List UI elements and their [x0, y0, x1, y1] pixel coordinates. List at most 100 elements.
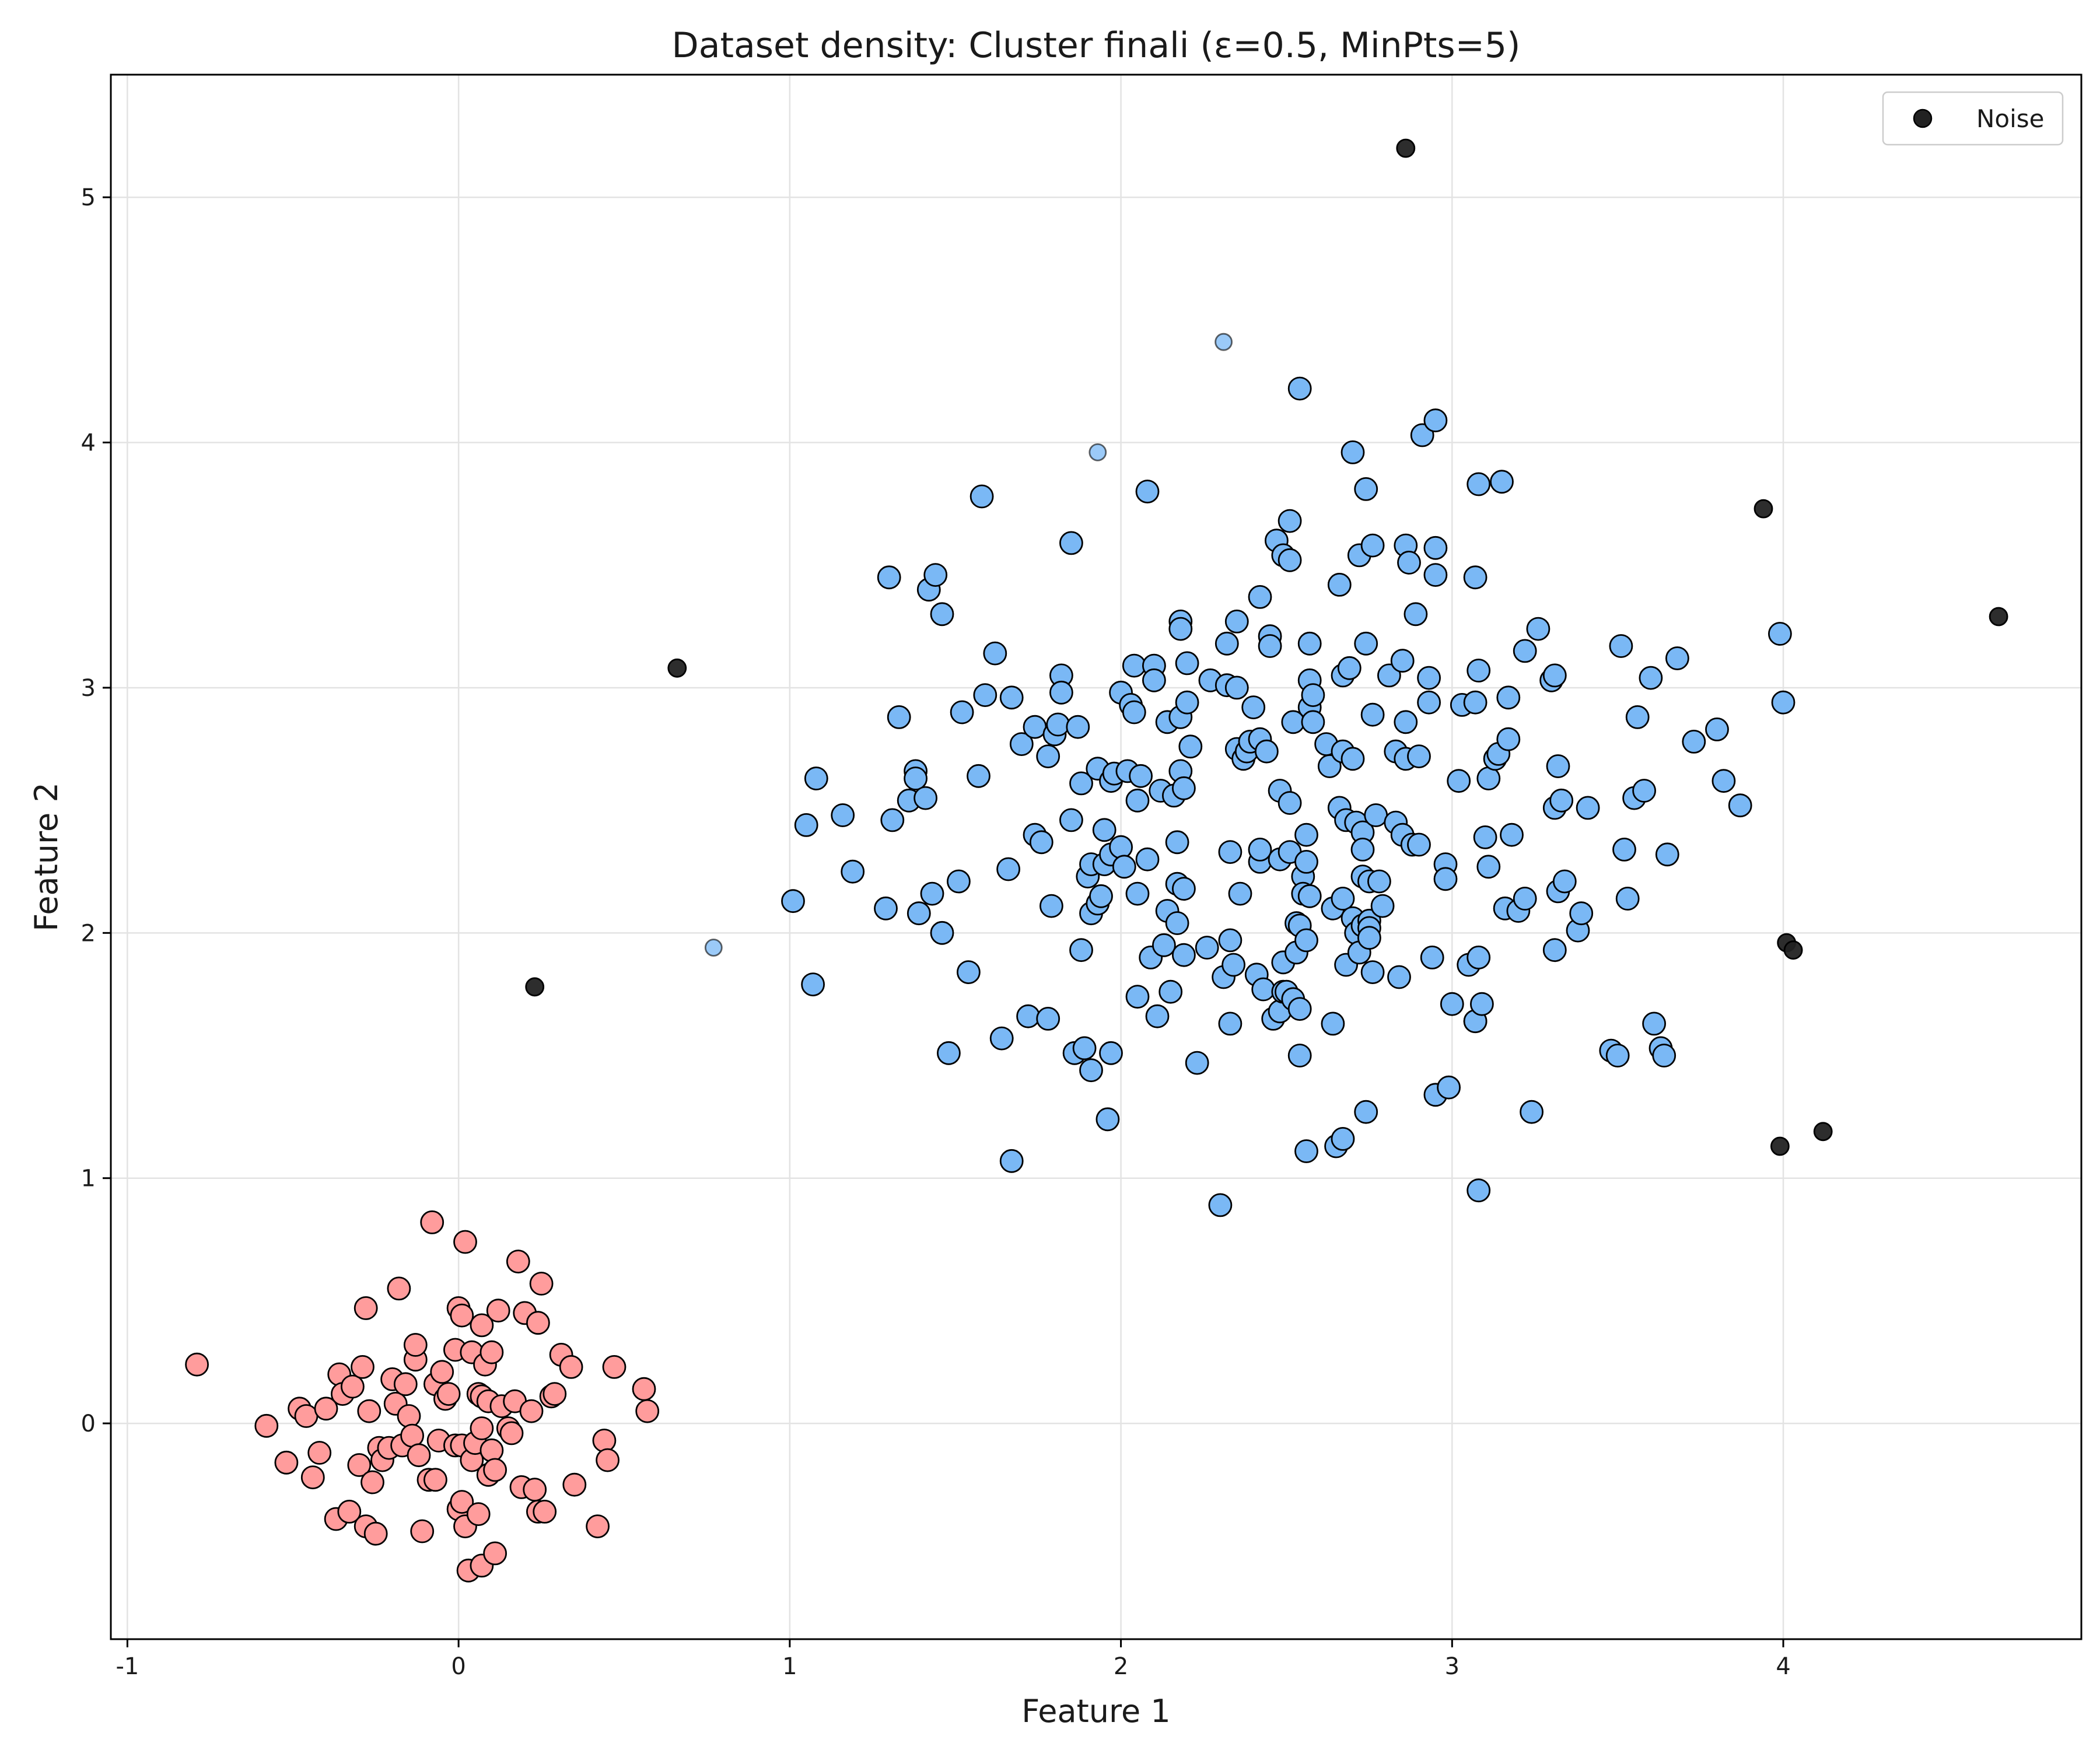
cluster-1-point	[1652, 1044, 1676, 1068]
cluster-1-point	[1287, 1044, 1312, 1068]
cluster-0-point	[559, 1354, 583, 1379]
cluster-1-point	[1357, 926, 1381, 950]
cluster-1-point	[1500, 822, 1524, 847]
cluster-1-point	[1642, 1012, 1667, 1036]
cluster-1-point	[1496, 685, 1521, 710]
cluster-1-point	[1059, 531, 1083, 555]
cluster-1-point	[880, 808, 905, 832]
cluster-1-point	[1340, 747, 1365, 771]
cluster-0-point	[436, 1382, 461, 1406]
cluster-1-point	[1404, 602, 1428, 626]
x-tick-label: -1	[116, 1653, 139, 1680]
y-tick-label: 2	[81, 920, 96, 947]
cluster-1-point	[1297, 631, 1322, 656]
cluster-1-point	[914, 786, 937, 810]
cluster-0-point	[483, 1458, 507, 1482]
cluster-1-point	[877, 565, 901, 590]
cluster-0-point	[407, 1443, 431, 1468]
cluster-1-point	[1331, 887, 1355, 911]
cluster-1-point	[907, 901, 931, 926]
cluster-1-point	[1099, 1041, 1123, 1065]
cluster-0-point	[480, 1340, 504, 1364]
cluster-0-point	[486, 1298, 510, 1323]
cluster-0-point	[526, 1311, 550, 1335]
cluster-1-point	[1440, 992, 1464, 1016]
cluster-0-point	[307, 1441, 332, 1465]
cluster-1-point	[1407, 832, 1431, 857]
cluster-1-point	[1417, 666, 1441, 690]
y-axis-label: Feature 2	[28, 782, 65, 932]
cluster-1-point	[1705, 718, 1729, 741]
cluster-1-point	[1569, 901, 1594, 926]
cluster-1-point	[937, 1041, 961, 1065]
cluster-1-point	[1360, 702, 1385, 727]
cluster-1-point	[1049, 680, 1073, 705]
cluster-0-point	[294, 1404, 318, 1428]
cluster-1-point	[1655, 842, 1679, 867]
cluster-1-point	[1420, 946, 1444, 970]
cluster-1-point	[1172, 877, 1196, 901]
cluster-1-point	[1096, 1107, 1120, 1132]
cluster-0-point	[337, 1499, 362, 1524]
axis-ticks: -1 0 1 2 3 4 0 1 2 3 4 5	[81, 184, 1791, 1680]
cluster-0-point	[499, 1421, 524, 1446]
y-tick-label: 1	[81, 1166, 96, 1192]
y-tick-label: 4	[81, 430, 96, 457]
cluster-1-point	[989, 1026, 1014, 1051]
cluster-1-point	[1712, 769, 1736, 793]
cluster-1-point	[970, 484, 994, 509]
cluster-1-point	[1016, 1004, 1040, 1028]
cluster-0-point	[430, 1360, 454, 1384]
cluster-1-point	[1158, 979, 1183, 1004]
legend-label-noise: Noise	[1976, 104, 2045, 133]
cluster-1-point	[1072, 1036, 1097, 1060]
x-tick-label: 3	[1445, 1653, 1460, 1680]
cluster-1-point	[1195, 936, 1219, 960]
cluster-1-point	[1390, 649, 1415, 673]
cluster-0-point	[347, 1453, 372, 1477]
cluster-1-point	[1367, 869, 1391, 894]
cluster-1-point	[1407, 744, 1431, 768]
cluster-1-point	[1208, 1193, 1233, 1217]
cluster-1-point	[1301, 683, 1325, 707]
cluster-1-point	[1029, 830, 1054, 855]
cluster-1-point	[1397, 551, 1421, 575]
cluster-1-point	[1612, 838, 1636, 862]
cluster-0-point	[387, 1276, 411, 1301]
legend-marker-noise	[1913, 108, 1933, 128]
cluster-1-point	[1224, 676, 1249, 700]
cluster-0-point	[592, 1429, 617, 1452]
cluster-1-point	[1066, 715, 1090, 739]
cluster-1-point	[1605, 1044, 1630, 1068]
cluster-1-point	[1142, 668, 1166, 692]
cluster-1-point	[1360, 533, 1385, 558]
cluster-1-point	[1278, 548, 1302, 572]
cluster-1-point	[1248, 838, 1272, 862]
cluster-2-point	[704, 939, 723, 957]
legend: Noise	[1882, 91, 2064, 146]
cluster-1-point	[1301, 710, 1325, 734]
cluster-1-point	[1294, 822, 1318, 847]
cluster-1-point	[874, 896, 898, 921]
cluster-1-point	[1410, 423, 1434, 447]
cluster-1-point	[1129, 764, 1153, 788]
cluster-1-point	[1437, 1075, 1461, 1100]
cluster-0-point	[393, 1372, 418, 1396]
y-tick-label: 3	[81, 675, 96, 702]
cluster-1-point	[1639, 666, 1663, 690]
cluster-1-point	[1059, 808, 1083, 832]
cluster-0-point	[351, 1354, 374, 1379]
cluster-0-point	[586, 1514, 610, 1539]
cluster-2-point	[1214, 332, 1233, 351]
cluster-1-point	[1125, 985, 1150, 1009]
cluster-0-point	[523, 1478, 547, 1502]
cluster-1-point	[1321, 1012, 1345, 1036]
x-tick-label: 1	[782, 1653, 797, 1680]
cluster-1-point	[1632, 779, 1657, 803]
cluster-1-point	[1092, 818, 1116, 842]
cluster-1-point	[1423, 563, 1448, 587]
cluster-1-point	[1370, 894, 1395, 918]
y-tick-label: 0	[81, 1410, 96, 1437]
cluster-1-point	[1331, 1127, 1355, 1151]
